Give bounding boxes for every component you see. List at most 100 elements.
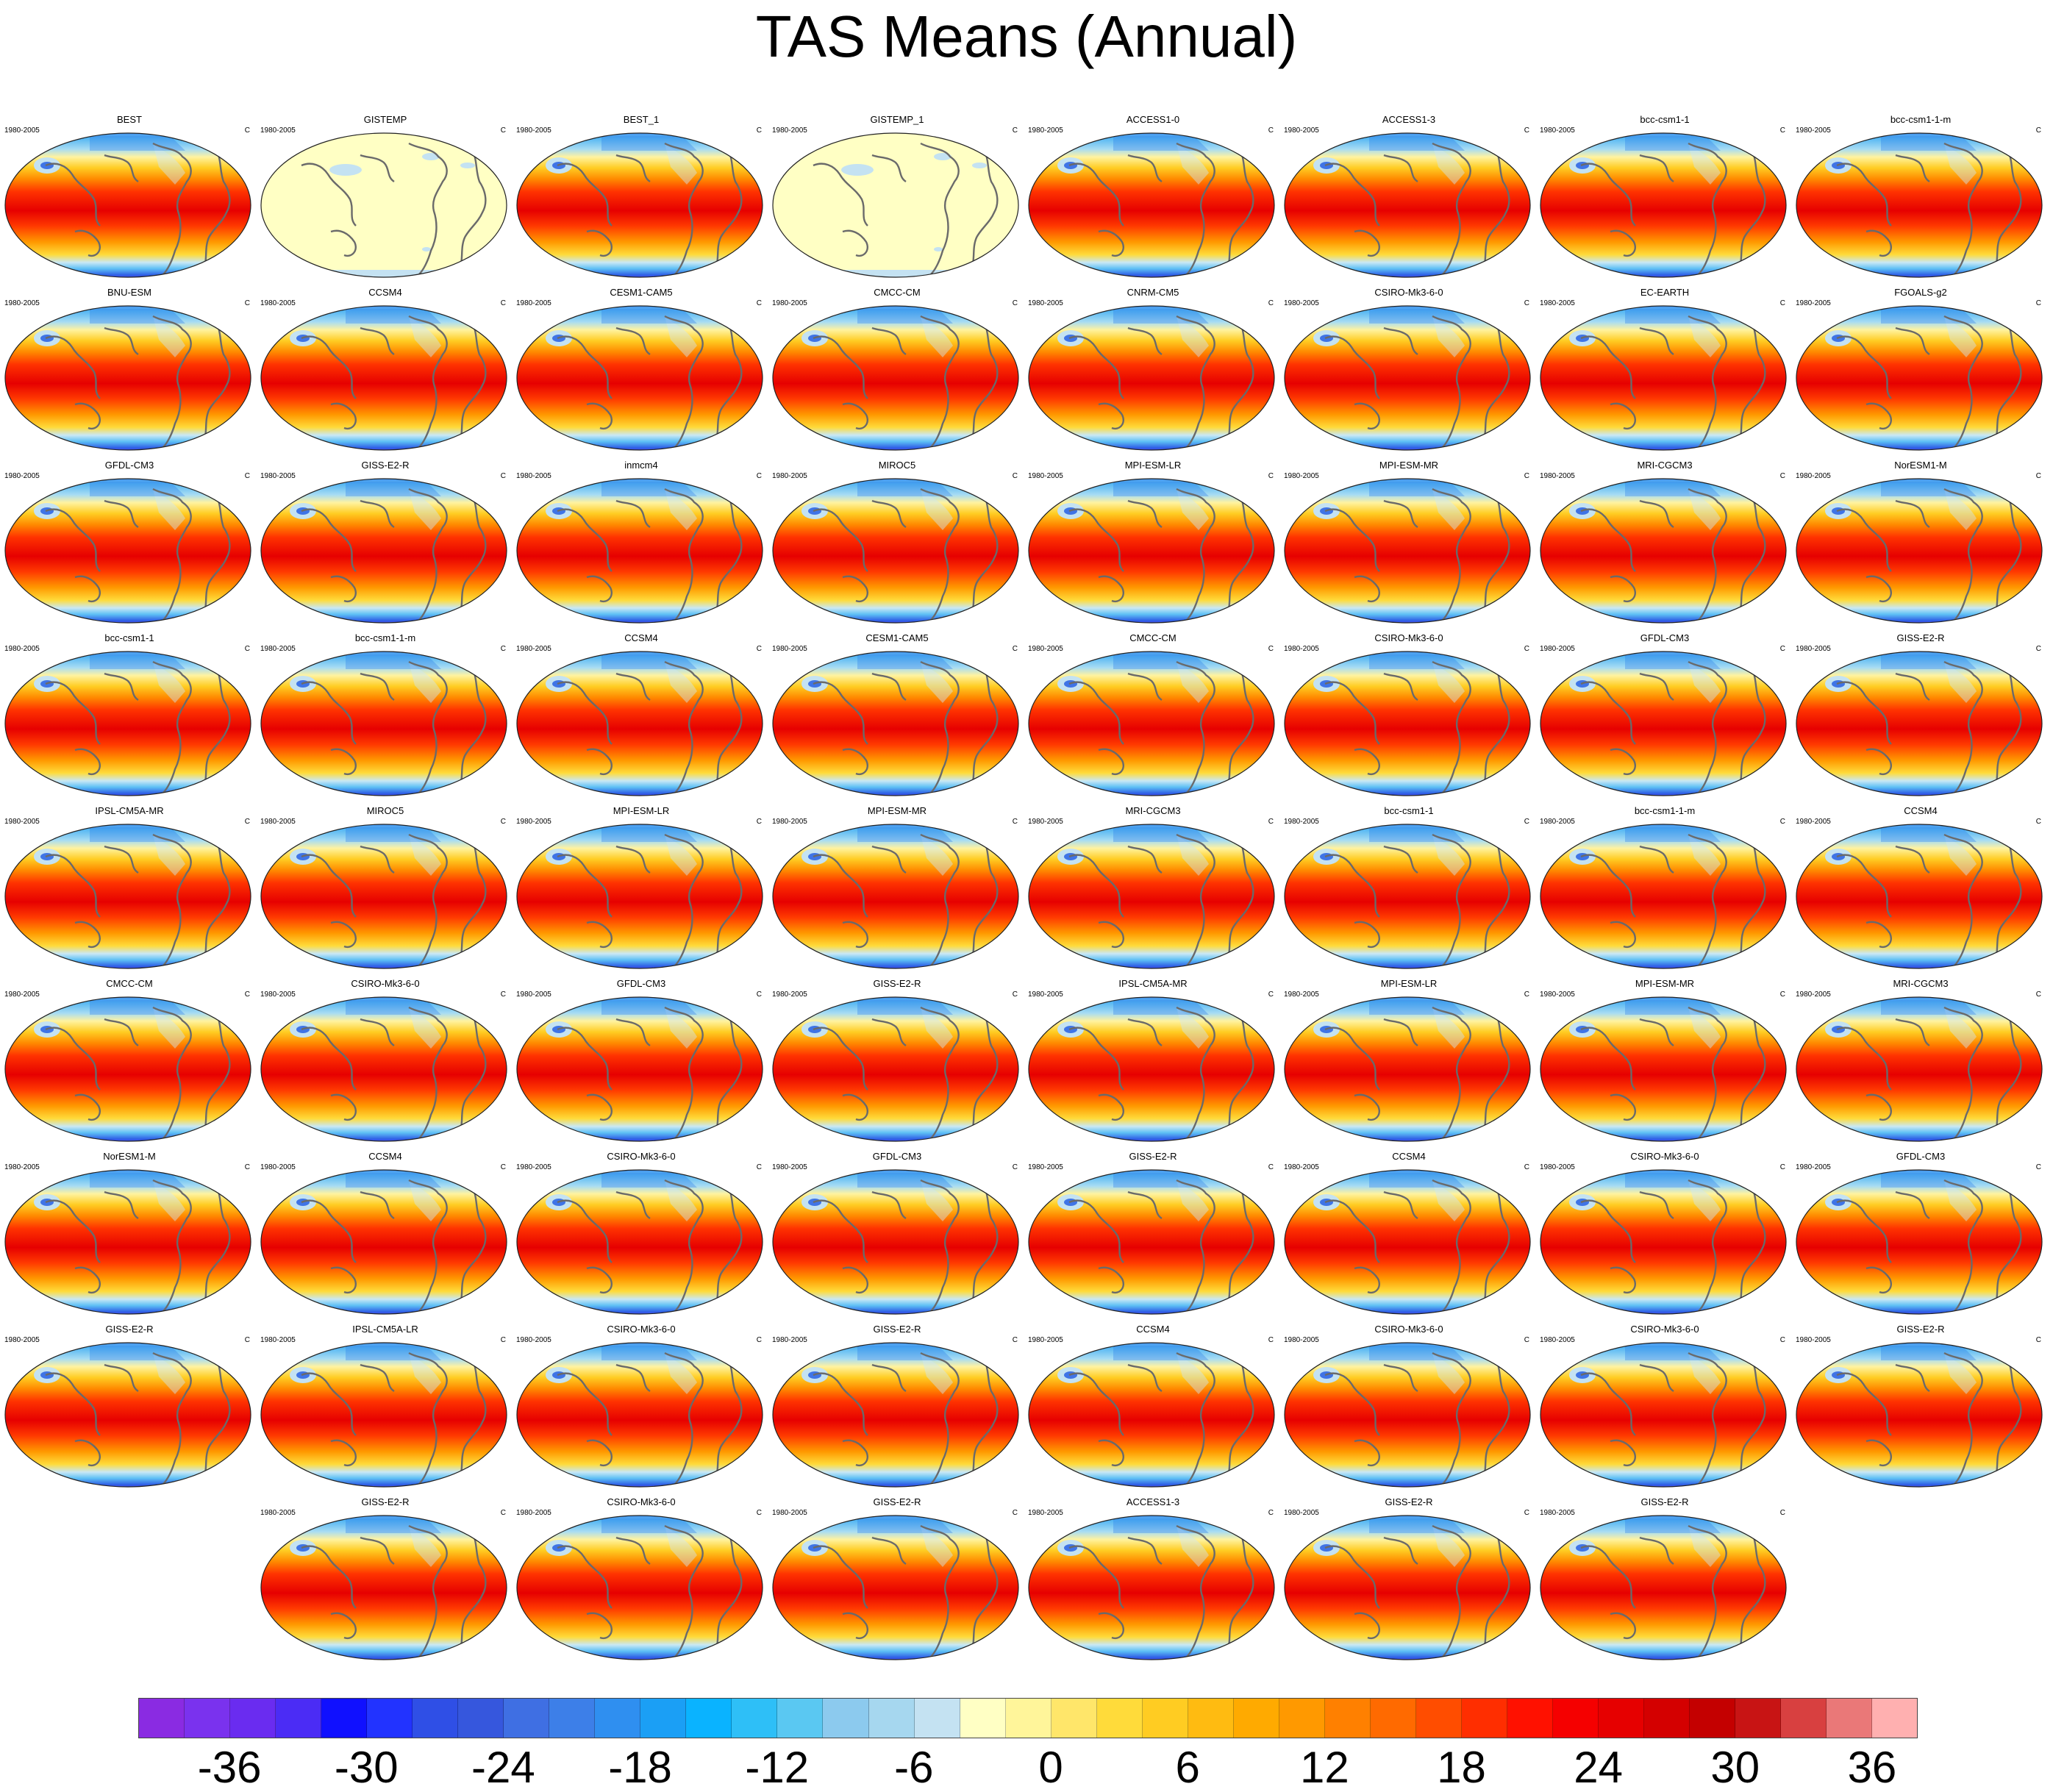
- coastline: [1432, 1524, 1471, 1657]
- coastline: [1127, 672, 1163, 702]
- coastline: [1227, 492, 1254, 613]
- coastline: [1610, 402, 1636, 430]
- panel-units-label: C: [1012, 472, 1018, 480]
- panel-title: MRI-CGCM3: [1637, 460, 1693, 471]
- coastline: [1994, 146, 2022, 268]
- map-panel: NorESM1-M 1980-2005 C: [1793, 460, 2049, 632]
- coastline: [1943, 142, 1983, 275]
- globe-outline: [1796, 824, 2043, 969]
- coastline: [459, 492, 487, 613]
- highland-cold: [665, 316, 697, 357]
- coastline: [1482, 838, 1510, 959]
- coastline: [45, 854, 101, 918]
- highland-cold: [1944, 143, 1977, 185]
- field-fill: [773, 306, 1018, 450]
- coastline: [664, 660, 704, 793]
- coastline: [1324, 163, 1380, 226]
- colorbar-box: [367, 1699, 413, 1738]
- panel-units-label: C: [1524, 645, 1529, 653]
- map-panel: GISS-E2-R 1980-2005 C: [769, 978, 1025, 1150]
- globe-outline: [516, 651, 763, 796]
- panel-title: CCSM4: [1904, 805, 1938, 816]
- figure-title: TAS Means (Annual): [755, 4, 1298, 69]
- panel-title: CCSM4: [368, 1151, 402, 1162]
- panel-units-label: C: [1268, 1509, 1274, 1517]
- panel-units-label: C: [1524, 472, 1529, 480]
- globe-map: [1028, 824, 1275, 969]
- map-panel: bcc-csm1-1 1980-2005 C: [1, 632, 257, 804]
- panel-period-label: 1980-2005: [516, 472, 551, 480]
- colorbar-tick-label: 36: [1847, 1743, 1897, 1792]
- panel-title: MIROC5: [878, 460, 916, 471]
- coastline: [664, 1179, 704, 1312]
- coastline: [1738, 838, 1766, 959]
- coastline: [871, 326, 907, 356]
- panel-title: MRI-CGCM3: [1125, 805, 1181, 816]
- map-panel: GISS-E2-R 1980-2005 C: [257, 1496, 513, 1668]
- field-fill: [1285, 1343, 1530, 1487]
- field-fill: [773, 652, 1018, 796]
- map-panel: CSIRO-Mk3-6-0 1980-2005 C: [513, 1324, 769, 1496]
- panel-units-label: C: [1524, 1163, 1529, 1171]
- field-fill: [261, 479, 507, 623]
- coastline: [1580, 163, 1636, 226]
- field-fill: [517, 479, 763, 623]
- globe-map: [1284, 996, 1531, 1142]
- coastline: [1482, 1183, 1510, 1304]
- coastline: [459, 1010, 487, 1132]
- field-fill: [1540, 1343, 1786, 1487]
- field-fill: [261, 133, 507, 277]
- panel-period-label: 1980-2005: [260, 645, 296, 653]
- colorbar-box: [1461, 1699, 1507, 1738]
- colorbar-box: [549, 1699, 596, 1738]
- panel-title: CMCC-CM: [874, 287, 921, 298]
- panel-title: NorESM1-M: [1894, 460, 1947, 471]
- panel-title: bcc-csm1-1-m: [1890, 114, 1952, 125]
- globe-map: [4, 1169, 251, 1315]
- field-patch: [422, 153, 440, 160]
- coastline: [1098, 402, 1124, 430]
- field-patch: [934, 153, 951, 160]
- coastline: [1482, 319, 1510, 440]
- globe-map: [4, 132, 251, 278]
- coastline: [1865, 1266, 1892, 1294]
- highland-cold: [1432, 316, 1465, 357]
- coastline: [459, 1183, 487, 1304]
- field-fill: [773, 479, 1018, 623]
- colorbar-tick-label: 0: [1038, 1743, 1063, 1792]
- coastline: [1324, 1199, 1380, 1263]
- coastline: [408, 833, 448, 966]
- panel-period-label: 1980-2005: [1796, 126, 1831, 135]
- coastline: [1354, 1093, 1380, 1121]
- panel-title: GISS-E2-R: [1640, 1496, 1689, 1507]
- panel-units-label: C: [1012, 1336, 1018, 1344]
- panel-title: GISS-E2-R: [361, 460, 410, 471]
- highland-cold: [409, 1353, 441, 1394]
- panel-units-label: C: [1779, 1163, 1785, 1171]
- panel-period-label: 1980-2005: [260, 1509, 296, 1517]
- panel-period-label: 1980-2005: [516, 1336, 551, 1344]
- coastline: [615, 326, 651, 356]
- coastline: [1227, 319, 1254, 440]
- globe-outline: [1540, 132, 1787, 278]
- field-fill: [261, 1516, 507, 1660]
- coastline: [1432, 1006, 1471, 1139]
- coastline: [920, 488, 960, 621]
- coastline: [557, 335, 613, 399]
- panel-period-label: 1980-2005: [772, 818, 807, 826]
- coastline: [1354, 1612, 1380, 1640]
- coastline: [301, 1372, 357, 1436]
- coastline: [1994, 319, 2022, 440]
- panel-units-label: C: [244, 1336, 250, 1344]
- coastline: [615, 672, 651, 702]
- field-patch: [773, 270, 1018, 277]
- panel-units-label: C: [500, 1509, 506, 1517]
- panel-title: GFDL-CM3: [872, 1151, 922, 1162]
- coastline: [1895, 1363, 1930, 1393]
- field-fill: [1540, 997, 1786, 1141]
- panel-units-label: C: [1524, 1336, 1529, 1344]
- panel-units-label: C: [1012, 1163, 1018, 1171]
- panel-units-label: C: [1779, 472, 1785, 480]
- highland-cold: [1688, 143, 1721, 185]
- panel-units-label: C: [1779, 299, 1785, 307]
